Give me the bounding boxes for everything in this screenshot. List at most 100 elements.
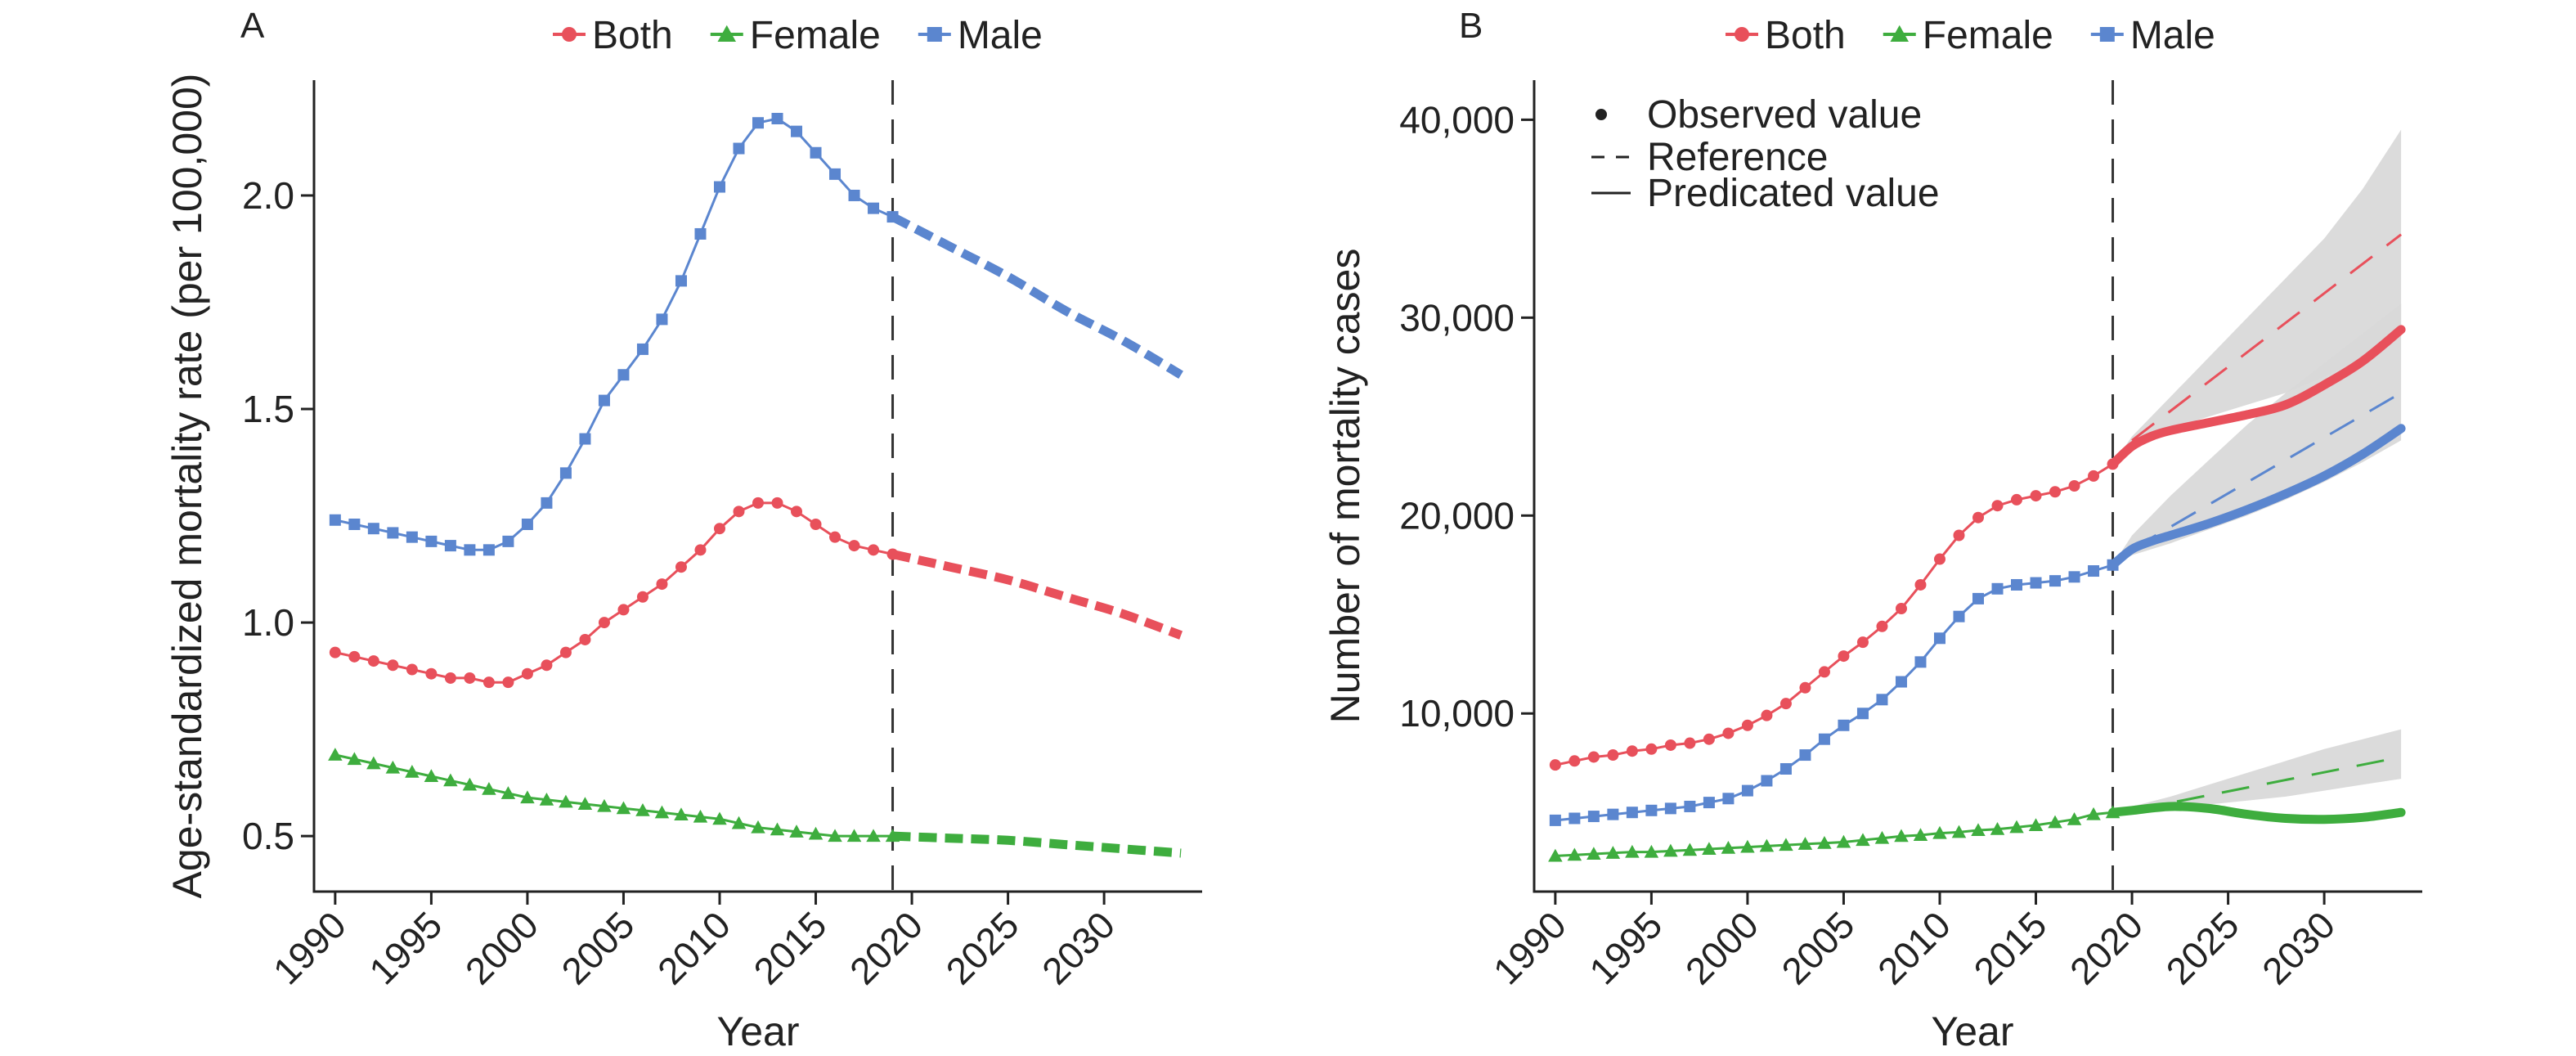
- panel-a-point-male: [541, 497, 553, 509]
- panel-b-point-both: [1587, 751, 1600, 763]
- panel-a-point-female: [347, 752, 362, 766]
- panel-a-point-female: [539, 792, 554, 806]
- panel-b-point-female: [2105, 805, 2120, 819]
- panel-a-series: [328, 112, 1183, 858]
- panel-b-point-both: [1914, 578, 1927, 591]
- panel-a-point-both: [579, 633, 591, 645]
- panel-b-point-both: [2011, 493, 2023, 506]
- panel-a-x-tick-label: 1995: [361, 903, 450, 992]
- panel-b-point-male: [1587, 811, 1600, 823]
- panel-b-point-male: [1876, 694, 1888, 706]
- panel-b-y-tick-label: 10,000: [1399, 692, 1515, 735]
- panel-b-point-male: [2068, 571, 2080, 583]
- panel-a-point-female: [385, 760, 401, 774]
- panel-b-label: B: [1459, 6, 1483, 46]
- panel-a-x-tick-label: 2000: [457, 903, 546, 992]
- panel-b-point-female: [1836, 834, 1851, 848]
- panel-a-point-both: [387, 659, 399, 672]
- panel-b-point-female: [1625, 844, 1640, 858]
- panel-a-x-tick-label: 2025: [938, 903, 1027, 992]
- panel-b-point-female: [1856, 833, 1870, 847]
- panel-b-legend: Both Female Male: [1726, 14, 2215, 57]
- panel-b-axes: [1533, 80, 2422, 893]
- panel-a-point-male: [829, 168, 841, 180]
- panel-a-point-male: [694, 227, 707, 240]
- panel-b-point-male: [2088, 565, 2100, 577]
- panel-b-point-both: [1933, 553, 1945, 565]
- panel-a-legend-item-male: Male: [918, 14, 1043, 57]
- panel-a-point-male: [464, 544, 476, 556]
- panel-a-point-male: [425, 535, 438, 547]
- panel-a-legend-label: Female: [750, 14, 881, 57]
- panel-b-point-male: [1722, 793, 1735, 805]
- panel-a-point-both: [617, 604, 630, 616]
- panel-b-point-female: [1990, 822, 2005, 835]
- panel-a-point-both: [559, 646, 572, 658]
- panel-a-point-both: [656, 578, 668, 591]
- panel-b-point-female: [1913, 828, 1928, 842]
- panel-b-point-male: [1607, 808, 1619, 820]
- panel-a-x-tick-label: 1990: [265, 903, 354, 992]
- panel-b-legend-item-both: Both: [1726, 14, 1846, 57]
- panel-a-point-both: [752, 497, 764, 509]
- panel-b-line-type-legend-label: Predicated value: [1647, 172, 1940, 215]
- panel-b-point-female: [1663, 843, 1678, 857]
- panel-a-point-male: [848, 189, 860, 201]
- panel-a-x-tick-label: 2020: [841, 903, 931, 992]
- panel-a-point-male: [579, 433, 591, 445]
- panel-a-y-ticks: 0.5 1.0 1.5 2.0: [242, 174, 314, 857]
- panel-b: B Both Female Male Observed valueReference…: [1322, 6, 2422, 1054]
- panel-b-band-male: [2112, 303, 2402, 565]
- panel-b-point-male: [1895, 676, 1907, 688]
- panel-b-point-female: [1951, 825, 1967, 838]
- panel-b-band-both: [2112, 129, 2402, 465]
- panel-b-band-female: [2112, 729, 2402, 813]
- panel-a-point-female: [828, 829, 842, 843]
- panel-b-point-male: [1933, 632, 1945, 645]
- panel-b-x-tick-label: 1990: [1485, 903, 1574, 992]
- panel-a-point-female: [366, 756, 381, 770]
- panel-a-point-both: [348, 650, 361, 663]
- panel-b-point-both: [2088, 470, 2100, 482]
- panel-b-point-female: [1586, 847, 1601, 861]
- panel-a-point-female: [500, 786, 516, 799]
- panel-a-point-male: [733, 142, 745, 155]
- panel-a-point-female: [577, 797, 593, 810]
- panel-a-point-female: [443, 773, 458, 787]
- panel-b-y-tick-label: 40,000: [1399, 98, 1515, 141]
- panel-b-x-tick-label: 2020: [2062, 903, 2151, 992]
- panel-a-point-female: [328, 748, 343, 761]
- panel-a-point-male: [713, 181, 725, 193]
- panel-a-point-both: [713, 523, 725, 535]
- panel-b-y-title: Number of mortality cases: [1322, 249, 1368, 724]
- panel-b-x-tick-label: 2015: [1965, 903, 2054, 992]
- panel-a-point-female: [712, 811, 727, 825]
- panel-b-point-both: [1568, 755, 1581, 767]
- panel-b-legend-marker-triangle: [1890, 25, 1909, 42]
- panel-a-x-tick-label: 2010: [649, 903, 738, 992]
- panel-b-point-female: [1644, 844, 1659, 858]
- panel-b-point-male: [1761, 775, 1773, 787]
- panel-b-point-male: [1549, 814, 1561, 826]
- panel-a-point-both: [329, 646, 341, 658]
- panel-a-point-male: [752, 117, 764, 129]
- panel-b-point-female: [1740, 839, 1755, 853]
- panel-a-point-both: [810, 518, 822, 530]
- panel-b-x-tick-label: 2025: [2158, 903, 2247, 992]
- panel-b-point-male: [1779, 762, 1792, 775]
- panel-a-projected-line-both: [891, 550, 1183, 640]
- panel-a-point-male: [791, 125, 803, 137]
- panel-a-point-both: [482, 676, 495, 689]
- panel-b-x-tick-label: 2010: [1869, 903, 1959, 992]
- panel-a-point-female: [808, 826, 824, 840]
- panel-a-point-both: [541, 659, 553, 672]
- panel-a-point-female: [424, 769, 439, 783]
- panel-a-point-female: [731, 816, 747, 829]
- panel-b-point-female: [2009, 820, 2024, 834]
- panel-a-x-tick-label: 2005: [553, 903, 642, 992]
- panel-b-x-tick-label: 2005: [1773, 903, 1862, 992]
- panel-b-point-female: [1682, 843, 1698, 856]
- panel-a-legend-label: Both: [592, 14, 673, 57]
- panel-b-point-male: [2011, 578, 2023, 591]
